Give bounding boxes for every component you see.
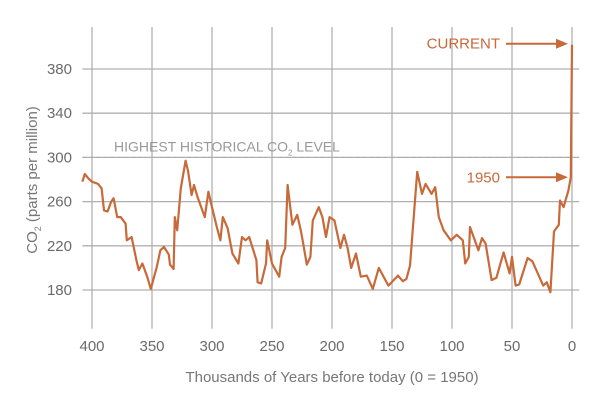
x-tick-label: 400 — [79, 338, 104, 355]
arrow-head-icon — [556, 38, 568, 49]
y-tick-label: 260 — [47, 194, 72, 211]
x-tick-label: 250 — [259, 338, 284, 355]
tick-labels: 180 220 260 300 340 380 400 350 300 250 200 150 100 5… — [47, 61, 576, 355]
arrow-head-icon — [556, 172, 568, 183]
y-tick-label: 180 — [47, 282, 72, 299]
co2-series-line — [81, 44, 574, 294]
x-tick-label: 300 — [199, 338, 224, 355]
annotations: CURRENT 1950 — [427, 36, 568, 186]
x-axis-label: Thousands of Years before today (0 = 195… — [185, 369, 478, 386]
y-tick-label: 380 — [47, 61, 72, 78]
x-tick-label: 50 — [504, 338, 521, 355]
series-group — [81, 44, 574, 294]
x-tick-label: 150 — [379, 338, 404, 355]
x-tick-label: 350 — [139, 338, 164, 355]
annotation-label: 1950 — [467, 169, 500, 186]
annotation-label: CURRENT — [427, 36, 500, 53]
y-axis-label: CO2 (parts per million) — [24, 106, 43, 254]
y-tick-label: 220 — [47, 238, 72, 255]
highest-historical-label: HIGHEST HISTORICAL CO2 LEVEL — [114, 138, 340, 157]
x-tick-label: 100 — [439, 338, 464, 355]
x-tick-label: 0 — [568, 338, 576, 355]
grid — [82, 27, 580, 329]
x-tick-label: 200 — [319, 338, 344, 355]
y-tick-label: 340 — [47, 105, 72, 122]
y-tick-label: 300 — [47, 149, 72, 166]
reference-line-group: HIGHEST HISTORICAL CO2 LEVEL — [82, 138, 572, 158]
